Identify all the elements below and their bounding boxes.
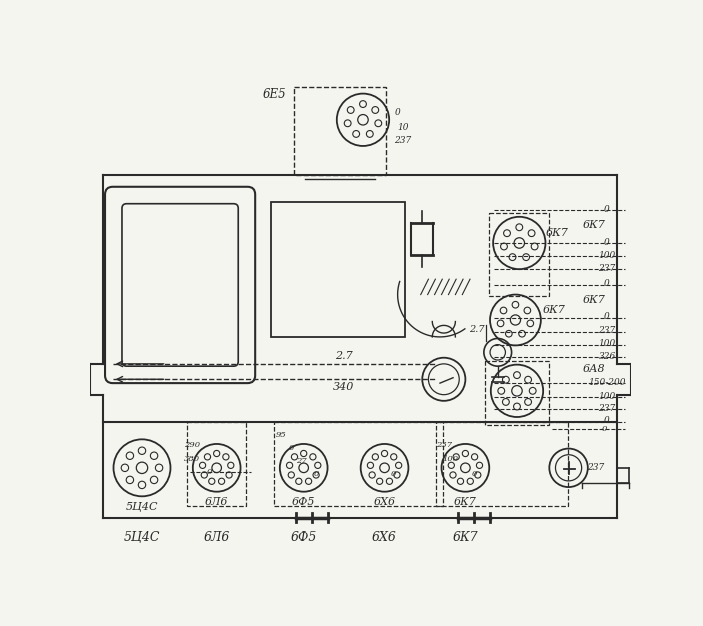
Text: 6Х6: 6Х6 (373, 498, 396, 508)
Text: 6Х6: 6Х6 (372, 531, 397, 543)
Text: 326: 326 (598, 352, 616, 361)
Text: 5Ц4С: 5Ц4С (126, 502, 158, 512)
Text: 340: 340 (333, 382, 354, 392)
Text: 0: 0 (391, 470, 396, 478)
Text: 0: 0 (604, 416, 610, 425)
Text: 237: 237 (598, 404, 616, 413)
Text: 6Л6: 6Л6 (205, 498, 228, 508)
Text: 0: 0 (604, 205, 610, 213)
Text: 6Л6: 6Л6 (203, 531, 230, 543)
Text: 95: 95 (276, 431, 286, 439)
Text: 6К7: 6К7 (546, 228, 569, 238)
Text: 100: 100 (442, 454, 458, 463)
Text: 6Ф5: 6Ф5 (290, 531, 317, 543)
Text: 6К7: 6К7 (583, 220, 605, 230)
Bar (484, 361, 549, 426)
Bar (294, 86, 386, 175)
Text: 100: 100 (598, 392, 616, 401)
Text: 100: 100 (598, 339, 616, 348)
Text: 2.7: 2.7 (469, 325, 485, 334)
Text: 237: 237 (587, 463, 604, 473)
Bar (271, 202, 406, 337)
Bar (489, 213, 549, 296)
Bar (436, 422, 568, 506)
Text: 5Ц4С: 5Ц4С (124, 531, 160, 543)
Text: 0: 0 (604, 312, 610, 321)
Text: 237: 237 (436, 441, 452, 449)
Text: 0: 0 (472, 470, 477, 478)
Text: 6Е5: 6Е5 (263, 88, 286, 101)
Text: 150-200: 150-200 (588, 378, 626, 387)
Text: 0: 0 (395, 108, 401, 116)
Text: 6К7: 6К7 (543, 305, 565, 315)
Text: 0: 0 (289, 444, 294, 452)
Text: 0: 0 (206, 468, 212, 476)
Text: 6К7: 6К7 (453, 531, 478, 543)
Text: 237: 237 (598, 326, 616, 336)
Text: 237: 237 (598, 264, 616, 273)
Bar (274, 422, 443, 506)
Text: 6Ф5: 6Ф5 (292, 498, 316, 508)
Text: 100: 100 (598, 251, 616, 260)
Text: 0: 0 (314, 470, 319, 478)
Text: 237: 237 (394, 136, 412, 145)
Text: 27: 27 (296, 457, 307, 465)
Text: 6А8: 6А8 (583, 364, 605, 374)
Text: 290: 290 (183, 441, 200, 449)
Text: 0: 0 (601, 425, 607, 433)
Text: 2.7: 2.7 (335, 351, 353, 361)
Text: 380: 380 (183, 454, 200, 463)
Bar (188, 422, 246, 506)
Text: 0: 0 (604, 279, 610, 289)
Text: 6К7: 6К7 (583, 295, 605, 305)
Text: 0: 0 (604, 238, 610, 247)
Text: 6К7: 6К7 (454, 498, 477, 508)
Text: 10: 10 (397, 123, 408, 132)
